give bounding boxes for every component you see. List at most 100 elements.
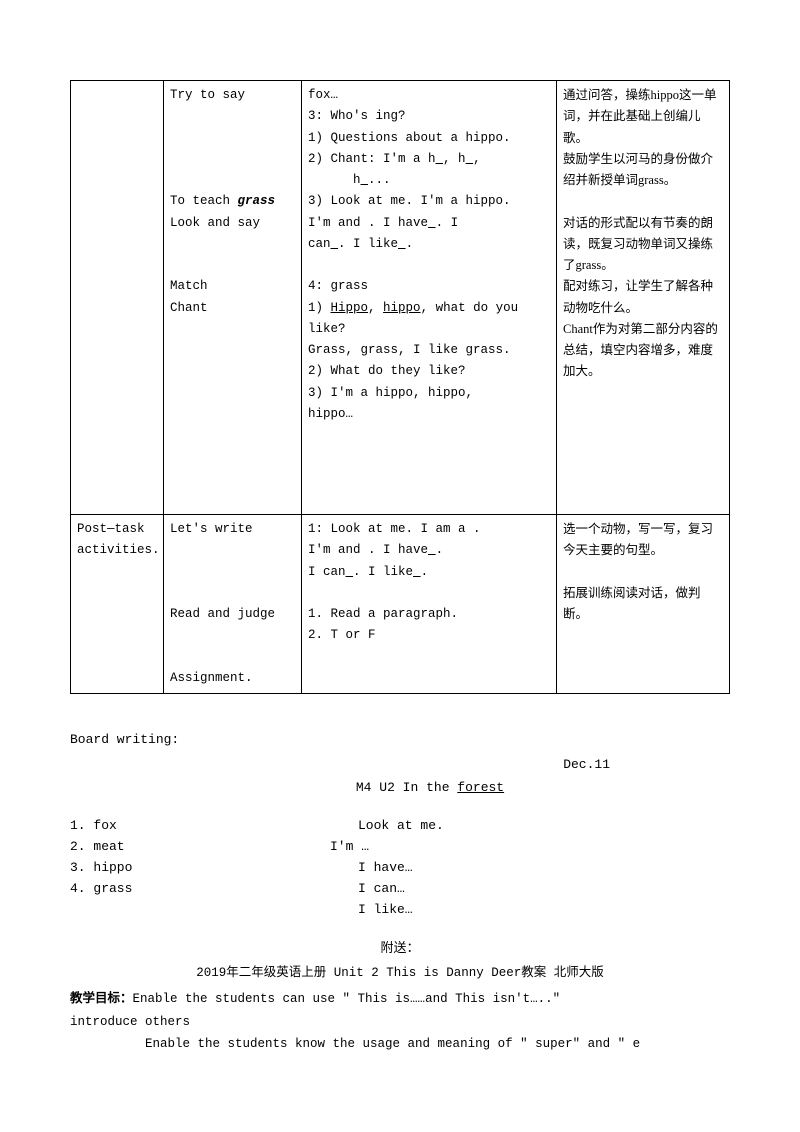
t: . — [473, 522, 481, 536]
line — [170, 361, 295, 382]
line: To teach grass — [170, 191, 295, 212]
t: I can — [308, 565, 346, 579]
cell-activity-name: Post—task activities. — [71, 515, 164, 694]
line: 鼓励学生以河马的身份做介绍并新授单词grass。 — [563, 149, 723, 192]
line: 3) I'm a hippo, hippo, — [308, 383, 550, 404]
t: . I have — [368, 216, 428, 230]
line — [170, 106, 295, 127]
line: 通过问答，操练hippo这一单词，并在此基础上创编儿歌。 — [563, 85, 723, 149]
txt: To teach — [170, 194, 238, 208]
line: Read and judge — [170, 604, 295, 625]
line: hippo… — [308, 404, 550, 425]
line — [308, 255, 550, 276]
line: 对话的形式配以有节奏的朗读，既复习动物单词又操练了grass。 — [563, 213, 723, 277]
document-page: Try to say To teach grass Look and say M… — [0, 0, 800, 1132]
line — [308, 446, 550, 467]
line: Look at me. — [330, 816, 630, 837]
line: 3: Who's ing? — [308, 106, 550, 127]
blank — [398, 237, 406, 251]
blank — [436, 152, 444, 166]
vocab-columns: 1. fox 2. meat 3. hippo 4. grass Look at… — [70, 816, 730, 920]
cell-steps: Try to say To teach grass Look and say M… — [164, 81, 302, 515]
line — [170, 255, 295, 276]
line: I'm … — [330, 837, 630, 858]
t: and — [338, 216, 368, 230]
line — [308, 583, 550, 604]
blank — [428, 543, 436, 557]
line: I have… — [330, 858, 630, 879]
u: hippo — [383, 301, 421, 315]
t: . I — [436, 216, 459, 230]
line: Grass, grass, I like grass. — [308, 340, 550, 361]
line — [308, 468, 550, 489]
line: 选一个动物，写一写，复习今天主要的句型。 — [563, 519, 723, 562]
line: Match — [170, 276, 295, 297]
table-row: Post—task activities. Let's write Read a… — [71, 515, 730, 694]
board-writing-section: Board writing: Dec.11 M4 U2 In the fores… — [70, 730, 730, 1056]
goal-label: 教学目标： — [70, 991, 133, 1005]
line — [170, 383, 295, 404]
line: Chant作为对第二部分内容的总结，填空内容增多，难度加大。 — [563, 319, 723, 383]
blank — [413, 565, 421, 579]
line: Let's write — [170, 519, 295, 540]
line — [563, 191, 723, 212]
t: , — [368, 301, 383, 315]
line — [170, 425, 295, 446]
line — [170, 562, 295, 583]
line — [170, 149, 295, 170]
t: can — [308, 237, 331, 251]
t: . — [406, 237, 414, 251]
t: . I have — [368, 543, 428, 557]
line: 2. meat — [70, 837, 290, 858]
line: 4. grass — [70, 879, 290, 900]
line: 2) What do they like? — [308, 361, 550, 382]
line: 1. fox — [70, 816, 290, 837]
attachment-subtitle: 2019年二年级英语上册 Unit 2 This is Danny Deer教案… — [70, 963, 730, 983]
line: Post—task — [77, 519, 157, 540]
line: I'm and . I have . — [308, 540, 550, 561]
line: 3. hippo — [70, 858, 290, 879]
t: I'm — [308, 543, 338, 557]
unit-title: M4 U2 In the forest — [70, 778, 730, 799]
line: like? — [308, 319, 550, 340]
line — [170, 340, 295, 361]
cell-notes: 通过问答，操练hippo这一单词，并在此基础上创编儿歌。 鼓励学生以河马的身份做… — [557, 81, 730, 515]
line — [170, 583, 295, 604]
line — [170, 468, 295, 489]
line: h ... — [308, 170, 550, 191]
vocab-left: 1. fox 2. meat 3. hippo 4. grass — [70, 816, 290, 899]
line: activities. — [77, 540, 157, 561]
date-label: Dec.11 — [70, 755, 730, 776]
board-writing-label: Board writing: — [70, 730, 730, 751]
t: . — [421, 565, 429, 579]
line — [308, 647, 550, 668]
line — [308, 425, 550, 446]
line — [170, 647, 295, 668]
line — [170, 625, 295, 646]
goal-text: Enable the students can use " This is……a… — [133, 992, 561, 1006]
t: 1) — [308, 301, 331, 315]
line: 1. Read a paragraph. — [308, 604, 550, 625]
line: 1) Hippo, hippo, what do you — [308, 298, 550, 319]
table-row: Try to say To teach grass Look and say M… — [71, 81, 730, 515]
line: 1) Questions about a hippo. — [308, 128, 550, 149]
line: 3) Look at me. I'm a hippo. — [308, 191, 550, 212]
teaching-goal: 教学目标：Enable the students can use " This … — [70, 987, 730, 1056]
t: I'm — [308, 216, 338, 230]
t: . I like — [353, 565, 413, 579]
line: I like… — [330, 900, 630, 921]
line — [170, 319, 295, 340]
line: 2) Chant: I'm a h , h , — [308, 149, 550, 170]
line — [170, 404, 295, 425]
line — [308, 489, 550, 510]
line: I can . I like . — [308, 562, 550, 583]
line: 1: Look at me. I am a . — [308, 519, 550, 540]
line: can . I like . — [308, 234, 550, 255]
line — [170, 540, 295, 561]
line — [170, 234, 295, 255]
cell-steps: Let's write Read and judge Assignment. — [164, 515, 302, 694]
line: fox… — [308, 85, 550, 106]
line — [563, 562, 723, 583]
cell-notes: 选一个动物，写一写，复习今天主要的句型。 拓展训练阅读对话，做判断。 — [557, 515, 730, 694]
goal-line: introduce others — [70, 1011, 730, 1034]
